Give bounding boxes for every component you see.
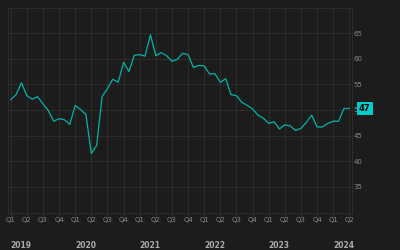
Text: 2021: 2021 [140, 241, 161, 250]
Text: 2019: 2019 [11, 241, 32, 250]
Text: 2020: 2020 [75, 241, 96, 250]
Text: 2024: 2024 [333, 241, 354, 250]
Text: 47: 47 [359, 104, 370, 113]
Text: 2023: 2023 [269, 241, 290, 250]
Text: 2022: 2022 [204, 241, 225, 250]
